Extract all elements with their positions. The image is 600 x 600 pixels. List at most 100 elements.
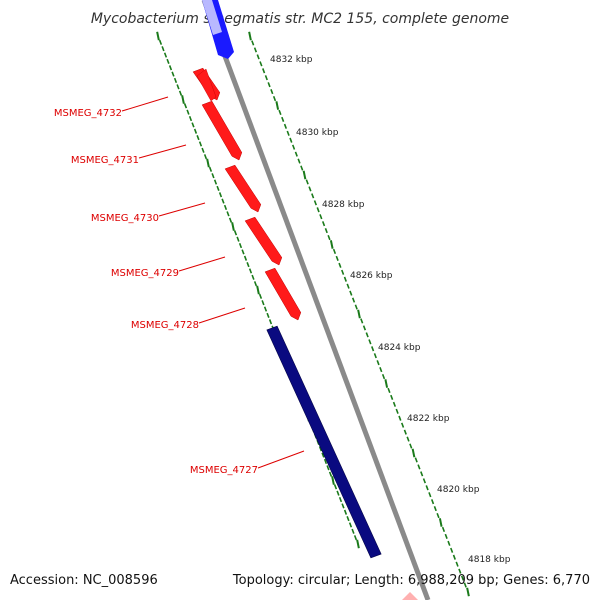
inner-tick — [343, 509, 348, 515]
inner-tick — [188, 115, 193, 122]
outer-tick — [253, 47, 258, 53]
gene-leader-line — [198, 307, 246, 324]
outer-tick — [332, 248, 337, 255]
outer-tick — [316, 207, 320, 213]
outer-tick — [466, 587, 470, 597]
outer-tick — [305, 179, 309, 185]
outer-tick — [428, 492, 432, 498]
inner-tick — [206, 158, 210, 168]
outer-tick — [436, 512, 440, 519]
outer-tick — [335, 255, 339, 261]
gene-label[interactable]: MSMEG_4730 — [91, 213, 159, 224]
gene-label[interactable]: MSMEG_4727 — [190, 465, 258, 476]
outer-tick — [368, 339, 372, 345]
inner-tick — [201, 147, 205, 153]
outer-tick — [341, 269, 345, 275]
inner-tick — [258, 293, 263, 299]
outer-tick — [283, 123, 288, 129]
gene-arrows[interactable] — [192, 67, 382, 559]
kbp-label: 4826 kbp — [350, 271, 393, 281]
gene-arrow-head[interactable] — [196, 68, 217, 102]
outer-tick — [400, 422, 405, 428]
outer-tick — [248, 31, 252, 41]
gene-arrow[interactable] — [244, 216, 283, 266]
inner-tick — [236, 236, 240, 242]
outer-tick — [294, 151, 298, 157]
gene-arrow[interactable] — [264, 267, 302, 321]
outer-tick — [311, 193, 315, 199]
inner-tick — [178, 90, 183, 96]
outer-tick — [291, 144, 296, 150]
outer-tick — [447, 540, 451, 546]
inner-tick — [218, 192, 223, 198]
inner-tick — [336, 490, 340, 496]
outer-tick — [286, 130, 290, 136]
inner-tick — [226, 211, 230, 217]
inner-tick — [173, 77, 178, 84]
outer-tick — [441, 526, 446, 533]
inner-tick — [213, 179, 218, 185]
inner-tick — [351, 528, 355, 534]
outer-tick — [414, 457, 418, 463]
inner-tick — [186, 109, 190, 115]
outer-tick — [409, 443, 413, 449]
outer-tick — [444, 533, 448, 539]
inner-tick — [171, 71, 175, 77]
gene-arrow[interactable] — [224, 164, 262, 213]
outer-tick — [343, 276, 347, 282]
outer-tick — [371, 346, 375, 352]
inner-tick — [331, 476, 335, 485]
inner-tick — [246, 262, 250, 268]
inner-tick — [191, 122, 195, 128]
outer-tick — [300, 165, 304, 171]
inner-tick — [168, 65, 173, 71]
gene-arrow[interactable] — [266, 325, 382, 559]
outer-tick — [251, 40, 255, 46]
outer-tick — [264, 75, 268, 81]
outer-tick — [452, 554, 456, 560]
inner-tick — [321, 452, 325, 458]
inner-tick — [176, 84, 180, 90]
outer-tick — [406, 436, 410, 442]
inner-tick — [338, 496, 343, 503]
inner-tick — [346, 516, 350, 522]
gene-arrow[interactable] — [201, 100, 243, 161]
inner-tick — [166, 58, 170, 64]
gene-labels: MSMEG_4732 MSMEG_4731 MSMEG_4730 MSMEG_4729… — [54, 96, 305, 476]
inner-tick — [266, 312, 270, 318]
gene-features[interactable] — [202, 0, 418, 600]
inner-tick — [156, 31, 160, 41]
outer-tick — [327, 234, 331, 241]
outer-tick — [272, 95, 277, 102]
outer-tick — [455, 561, 459, 567]
outer-tick — [289, 137, 293, 143]
gene-label[interactable]: MSMEG_4728 — [131, 320, 199, 331]
inner-tick — [163, 52, 168, 58]
outer-tick — [313, 200, 318, 206]
inner-tick — [223, 204, 228, 211]
tick-marks-inner — [156, 31, 360, 549]
gene-leader-line — [158, 202, 206, 217]
inner-tick — [181, 95, 185, 104]
inner-tick — [353, 535, 358, 541]
outer-tick — [351, 297, 356, 303]
outer-tick — [387, 387, 391, 394]
gene-label[interactable]: MSMEG_4731 — [71, 155, 139, 166]
outer-tick — [381, 373, 386, 380]
outer-tick — [458, 568, 462, 574]
genome-backbone — [201, 0, 431, 600]
outer-tick — [338, 262, 342, 268]
outer-tick — [321, 221, 326, 227]
inner-tick — [161, 46, 165, 52]
gene-label[interactable]: MSMEG_4729 — [111, 268, 179, 279]
inner-tick — [198, 141, 203, 147]
inner-tick — [323, 458, 328, 465]
outer-tick — [281, 116, 285, 122]
gene-label[interactable]: MSMEG_4732 — [54, 108, 122, 119]
outer-tick — [403, 429, 407, 435]
outer-tick — [463, 582, 467, 588]
kbp-label: 4824 kbp — [378, 343, 421, 353]
inner-tick — [251, 274, 255, 280]
inner-tick — [261, 300, 265, 306]
